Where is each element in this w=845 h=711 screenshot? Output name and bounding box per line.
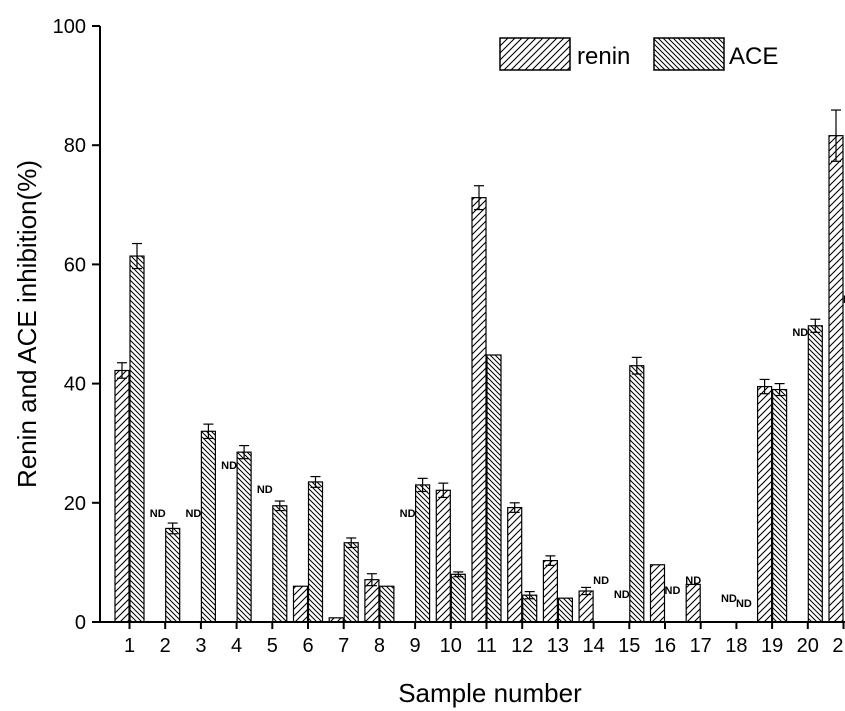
bar-renin-11 xyxy=(471,197,487,623)
bar-ace-19 xyxy=(771,388,788,623)
bar-ace-5 xyxy=(272,505,288,623)
x-tick-label: 8 xyxy=(374,635,385,657)
bar-renin-17 xyxy=(685,583,701,623)
bar-ace-11 xyxy=(486,354,502,623)
legend-swatch-renin xyxy=(499,37,571,71)
legend: renin ACE xyxy=(499,37,778,71)
x-tick-label: 16 xyxy=(654,635,676,657)
nd-annotation: ND xyxy=(736,598,752,610)
legend-label-ace: ACE xyxy=(729,43,778,70)
x-tick-label: 13 xyxy=(547,635,569,657)
bar-renin-12 xyxy=(507,506,523,623)
bar-ace-6 xyxy=(307,481,324,623)
bar-renin-13 xyxy=(542,560,559,623)
bar-renin-14 xyxy=(578,590,594,623)
x-tick-label: 6 xyxy=(302,635,313,657)
x-tick-label: 1 xyxy=(124,635,135,657)
y-tick-label: 0 xyxy=(75,612,86,634)
x-tick-label: 10 xyxy=(440,635,462,657)
y-tick-label: 20 xyxy=(64,493,86,515)
bar-ace-3 xyxy=(200,430,216,623)
nd-annotation: ND xyxy=(257,484,273,496)
x-tick-label: 12 xyxy=(511,635,533,657)
nd-annotation: ND xyxy=(150,508,166,520)
bar-renin-1 xyxy=(114,369,130,623)
legend-label-renin: renin xyxy=(577,43,630,70)
bar-renin-21 xyxy=(828,135,844,623)
bar-ace-8 xyxy=(379,585,395,623)
y-tick-label: 40 xyxy=(64,374,86,396)
y-tick-label: 80 xyxy=(64,135,86,157)
x-tick-label: 18 xyxy=(725,635,747,657)
nd-annotation: ND xyxy=(665,585,681,597)
bar-renin-6 xyxy=(292,585,309,623)
bar-ace-15 xyxy=(629,365,645,623)
nd-annotation: ND xyxy=(221,460,237,472)
nd-annotation: ND xyxy=(792,327,808,339)
x-tick-label: 9 xyxy=(410,635,421,657)
bar-renin-19 xyxy=(756,385,773,623)
x-tick-label: 2 xyxy=(160,635,171,657)
nd-annotation: ND xyxy=(185,508,201,520)
bar-ace-13 xyxy=(557,597,574,623)
x-tick-label: 19 xyxy=(761,635,783,657)
nd-annotation: ND xyxy=(685,575,701,587)
y-axis: 0 20 40 60 80 100 xyxy=(53,16,100,634)
plot-area: NDNDNDNDNDNDNDNDNDNDNDNDNDND xyxy=(114,109,845,623)
x-tick-label: 4 xyxy=(231,635,242,657)
bar-ace-7 xyxy=(343,542,359,623)
legend-swatch-ace xyxy=(653,37,725,71)
x-tick-label: 21 xyxy=(832,635,845,657)
nd-annotation: ND xyxy=(614,589,630,601)
x-tick-label: 14 xyxy=(582,635,604,657)
x-axis: 12345678910111213141516171819202122 xyxy=(124,622,845,657)
x-tick-label: 20 xyxy=(797,635,819,657)
x-tick-label: 3 xyxy=(195,635,206,657)
bar-ace-20 xyxy=(807,325,823,623)
y-tick-label: 100 xyxy=(53,16,86,38)
bar-ace-2 xyxy=(165,527,181,623)
nd-annotation: ND xyxy=(400,508,416,520)
x-tick-label: 11 xyxy=(476,635,497,657)
x-tick-label: 5 xyxy=(267,635,278,657)
bar-ace-4 xyxy=(236,451,252,623)
x-axis-title: Sample number xyxy=(398,678,582,708)
y-axis-title: Renin and ACE inhibition(%) xyxy=(12,160,42,488)
x-tick-label: 17 xyxy=(690,635,712,657)
bar-ace-1 xyxy=(129,255,145,623)
x-tick-label: 7 xyxy=(338,635,349,657)
nd-annotation: ND xyxy=(843,294,845,306)
nd-annotation: ND xyxy=(721,593,737,605)
x-tick-label: 15 xyxy=(618,635,640,657)
bar-ace-9 xyxy=(415,484,431,623)
bar-renin-16 xyxy=(649,564,666,623)
bar-ace-10 xyxy=(450,573,466,623)
y-tick-label: 60 xyxy=(64,254,86,276)
nd-annotation: ND xyxy=(593,575,609,587)
bar-renin-10 xyxy=(435,489,451,623)
